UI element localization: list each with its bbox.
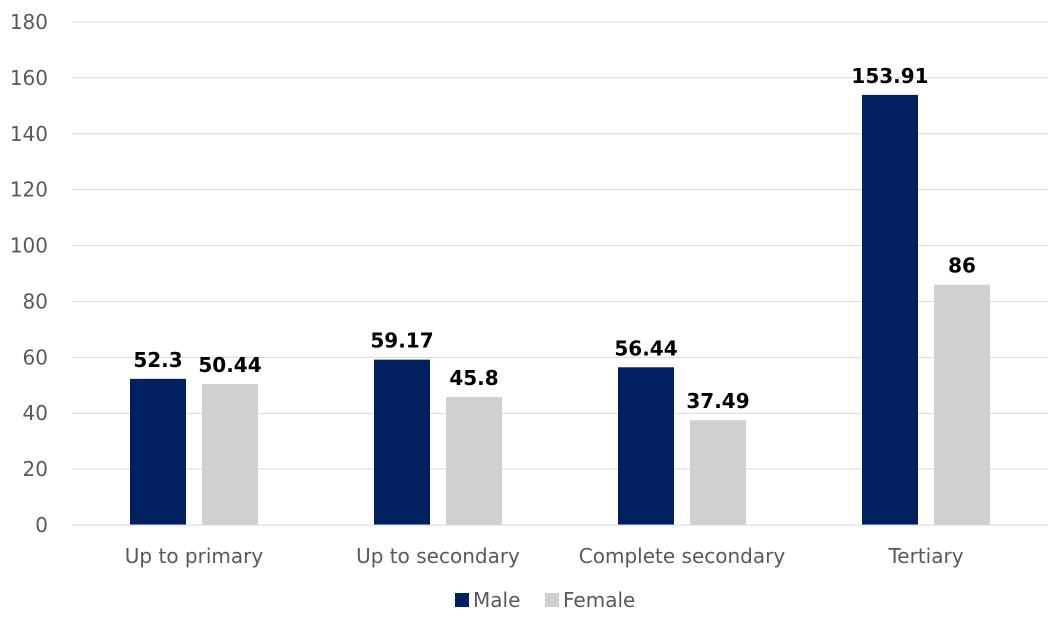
y-tick-label: 0 bbox=[35, 513, 48, 537]
x-category-label: Tertiary bbox=[887, 544, 963, 568]
bar-female-3 bbox=[934, 284, 990, 525]
y-tick-label: 120 bbox=[10, 178, 48, 202]
bar-female-1 bbox=[446, 397, 502, 525]
legend-swatch-male bbox=[455, 593, 469, 607]
y-axis: 0 20 40 60 80 100 120 140 160 180 bbox=[10, 10, 48, 537]
y-tick-label: 180 bbox=[10, 10, 48, 34]
y-tick-label: 160 bbox=[10, 66, 48, 90]
data-label-male: 153.91 bbox=[851, 64, 928, 88]
legend-label-female: Female bbox=[563, 588, 635, 612]
y-tick-label: 80 bbox=[23, 289, 48, 313]
data-label-male: 56.44 bbox=[614, 336, 677, 360]
legend: Male Female bbox=[455, 588, 635, 612]
bar-female-2 bbox=[690, 420, 746, 525]
x-category-label: Complete secondary bbox=[579, 544, 786, 568]
y-tick-label: 100 bbox=[10, 234, 48, 258]
y-tick-label: 40 bbox=[23, 401, 48, 425]
x-axis: Up to primary Up to secondary Complete sec… bbox=[72, 524, 1048, 568]
bar-male-1 bbox=[374, 359, 430, 525]
data-label-male: 52.3 bbox=[133, 348, 182, 372]
data-label-female: 86 bbox=[948, 254, 976, 278]
bar-male-3 bbox=[862, 94, 918, 526]
data-labels: 52.3 50.44 59.17 45.8 56.44 37.49 153.91 86 bbox=[133, 64, 976, 413]
y-tick-label: 140 bbox=[10, 122, 48, 146]
data-label-female: 50.44 bbox=[198, 353, 261, 377]
x-category-label: Up to secondary bbox=[356, 544, 520, 568]
data-label-female: 45.8 bbox=[449, 366, 498, 390]
legend-swatch-female bbox=[545, 593, 559, 607]
data-label-male: 59.17 bbox=[370, 329, 433, 353]
legend-label-male: Male bbox=[473, 588, 520, 612]
y-tick-label: 20 bbox=[23, 457, 48, 481]
bar-male-0 bbox=[130, 378, 186, 525]
x-category-label: Up to primary bbox=[125, 544, 264, 568]
bars bbox=[130, 94, 990, 526]
bar-male-2 bbox=[618, 367, 674, 525]
data-label-female: 37.49 bbox=[686, 389, 749, 413]
bar-female-0 bbox=[202, 384, 258, 525]
y-tick-label: 60 bbox=[23, 345, 48, 369]
